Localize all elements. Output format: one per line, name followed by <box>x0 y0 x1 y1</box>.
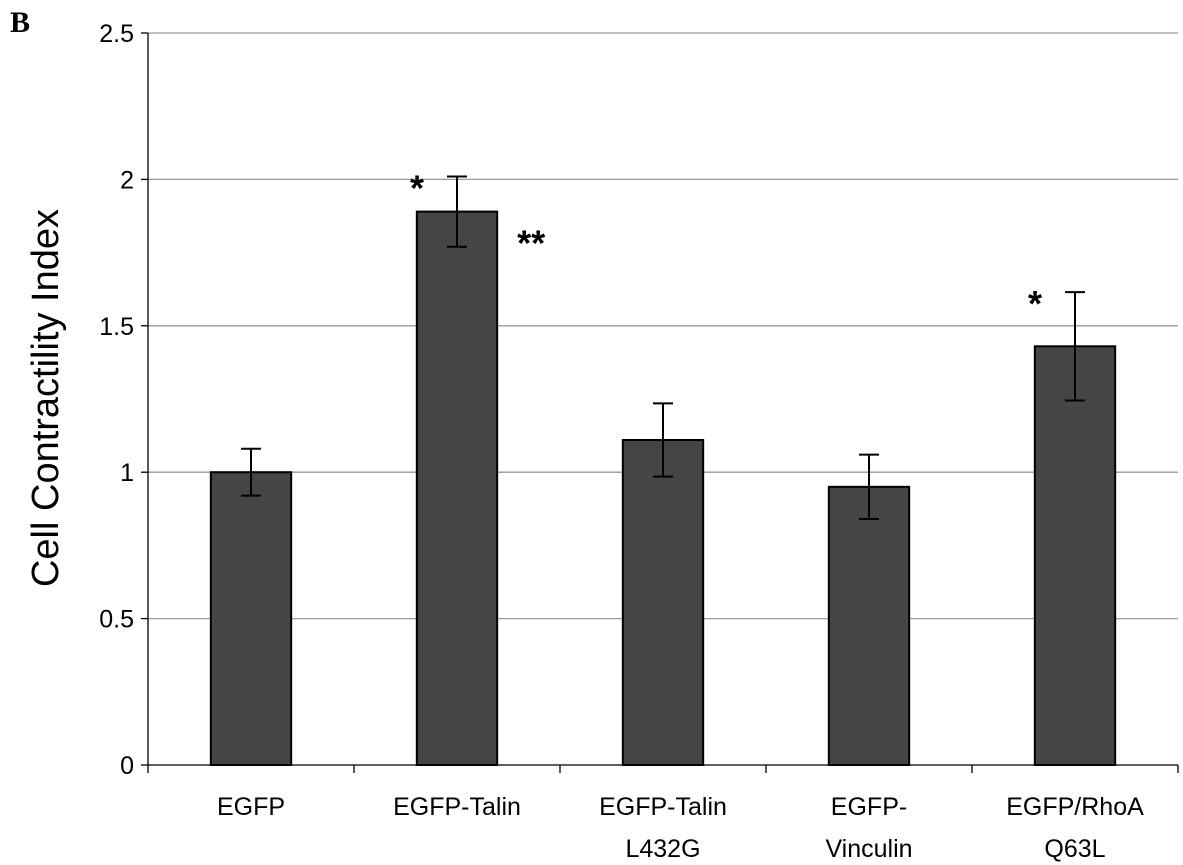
axes <box>141 32 1179 773</box>
bar <box>209 471 293 766</box>
y-tick-label: 2 <box>120 166 134 194</box>
x-category-label: EGFP/RhoA <box>1006 793 1144 821</box>
y-tick-label: 0 <box>120 752 134 780</box>
significance-marker: * <box>1028 283 1042 324</box>
bar <box>621 438 705 766</box>
y-tick-label: 1.5 <box>99 313 134 341</box>
bars <box>209 210 1117 767</box>
x-category-label: EGFP- <box>831 793 907 821</box>
y-axis-label: Cell Contractility Index <box>25 209 67 587</box>
x-category-label: EGFP-Talin <box>599 793 727 821</box>
x-category-labels: EGFP EGFP-Talin EGFP-Talin L432G EGFP- Vincul… <box>217 793 1144 863</box>
bar <box>827 485 911 766</box>
x-category-label: L432G <box>625 835 700 863</box>
y-tick-label: 0.5 <box>99 606 134 634</box>
panel-label: B <box>10 6 30 39</box>
gridlines <box>148 32 1178 620</box>
y-tick-label: 2.5 <box>99 20 134 48</box>
x-category-label: Vinculin <box>825 835 912 863</box>
bar <box>1033 345 1117 766</box>
significance-marker: ** <box>517 223 545 264</box>
significance-marker: * <box>410 167 424 208</box>
x-category-label: EGFP <box>217 793 285 821</box>
significance-annotations: **** <box>410 167 1042 324</box>
x-category-label: Q63L <box>1044 835 1105 863</box>
error-bars <box>241 175 1085 521</box>
bar <box>415 210 499 767</box>
y-tick-label: 1 <box>120 459 134 487</box>
y-tick-labels: 0 0.5 1 1.5 2 2.5 <box>99 20 134 780</box>
x-category-label: EGFP-Talin <box>393 793 521 821</box>
